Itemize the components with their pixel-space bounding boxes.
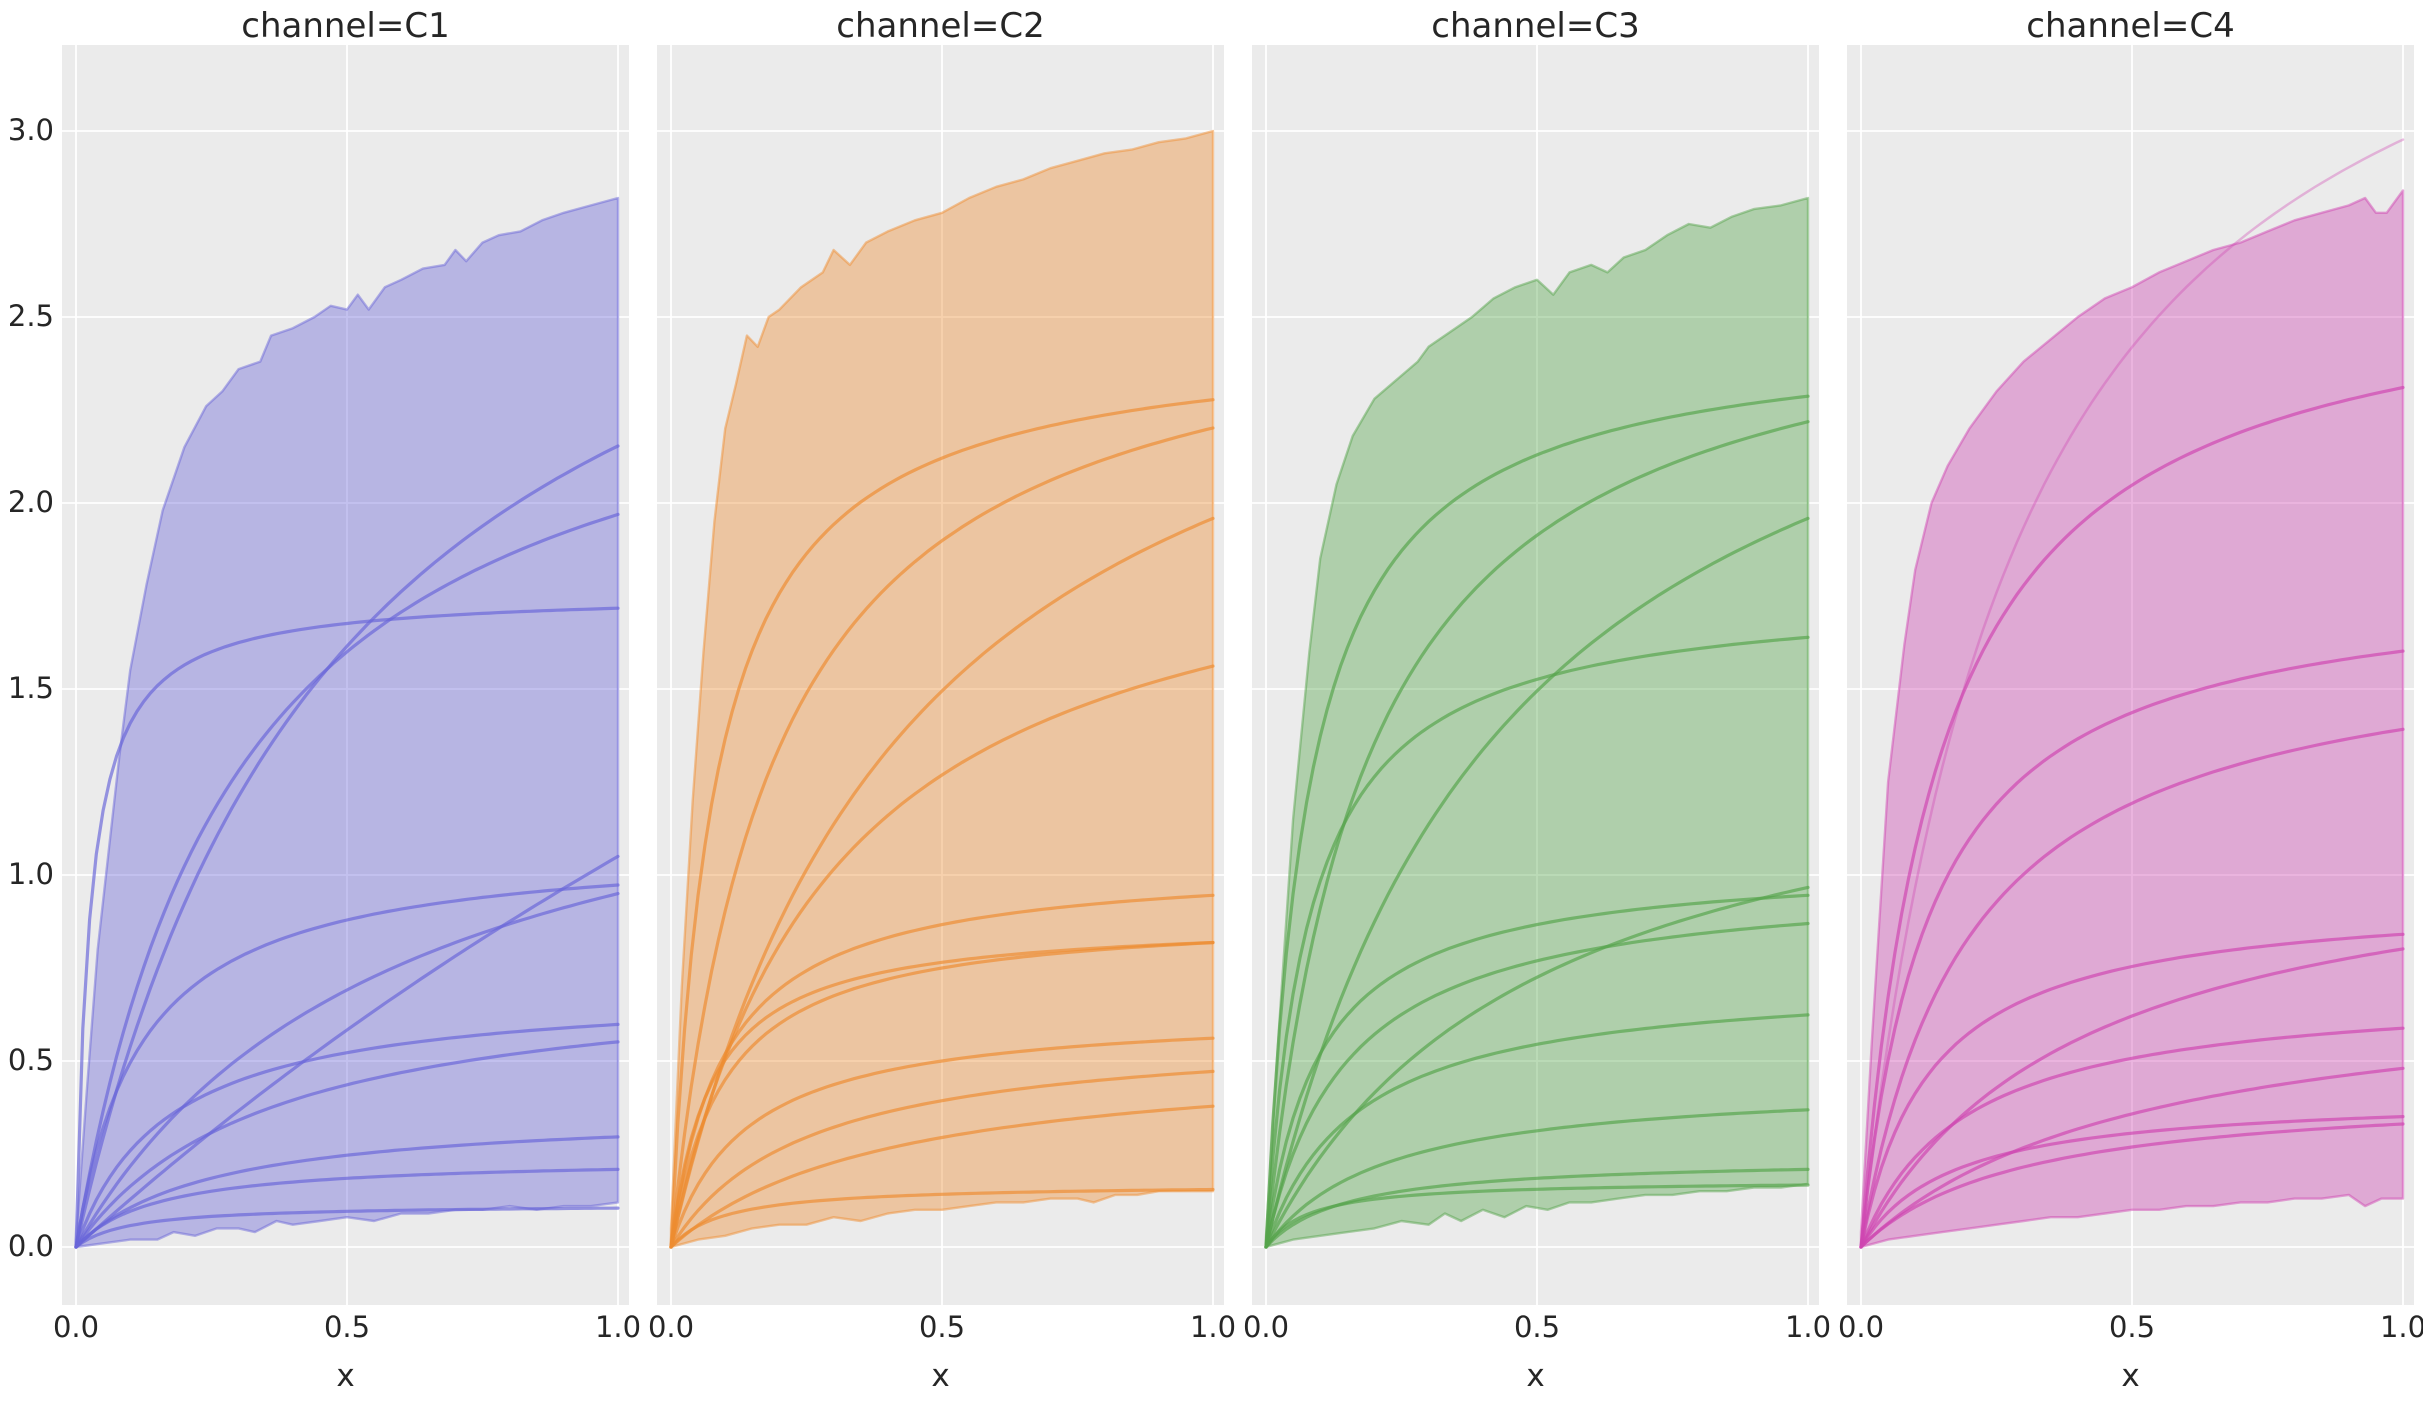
saturation-curve [1264, 635, 1810, 1249]
ytick-2.5: 2.5 [7, 299, 54, 333]
saturation-curve [1859, 649, 2405, 1249]
saturation-curve [1264, 394, 1810, 1249]
saturation-curve [1859, 1122, 2405, 1249]
panel-c2-xlabel: x [931, 1358, 950, 1394]
facet-panel-c2: channel=C2 0.0 0.5 1.0 x [648, 0, 1236, 1423]
saturation-curve [669, 1104, 1215, 1249]
panel-c4-plot [1847, 45, 2414, 1305]
saturation-curve [74, 1206, 620, 1249]
panel-c4-xtick-1.0: 1.0 [2379, 1310, 2423, 1344]
saturation-curve [669, 664, 1215, 1249]
saturation-curve [1859, 1115, 2405, 1249]
panel-c3-xtick-1.0: 1.0 [1784, 1310, 1832, 1344]
saturation-curve [1264, 516, 1810, 1249]
ytick-2.0: 2.0 [7, 485, 54, 519]
saturation-curve [1264, 1013, 1810, 1249]
saturation-curve [669, 426, 1215, 1249]
saturation-curve [74, 1167, 620, 1249]
panel-c4-xtick-0.0: 0.0 [1837, 1310, 1885, 1344]
plot-background [657, 45, 1224, 1305]
ytick-0.0: 0.0 [7, 1229, 54, 1263]
facet-panel-c1: channel=C1 0.0 0.5 1.0 x [53, 0, 641, 1423]
saturation-curve [1264, 893, 1810, 1249]
envelope-band [74, 196, 620, 1249]
saturation-curve [74, 854, 620, 1249]
panel-c2-xtick-0.0: 0.0 [647, 1310, 695, 1344]
facet-panel-c3: channel=C3 0.0 0.5 1.0 x [1243, 0, 1831, 1423]
facet-panel-c4: channel=C4 0.0 0.5 1.0 x [1838, 0, 2423, 1423]
saturation-curve [74, 1022, 620, 1249]
saturation-curve [1859, 1066, 2405, 1249]
saturation-curve [669, 1187, 1215, 1249]
panel-c3-xtick-0.5: 0.5 [1513, 1310, 1561, 1344]
panel-c2-plot [657, 45, 1224, 1305]
plot-background [1252, 45, 1819, 1305]
panel-title-c4: channel=C4 [2026, 6, 2235, 46]
saturation-curve [74, 606, 620, 1249]
panel-c1-xtick-0.5: 0.5 [323, 1310, 371, 1344]
saturation-curve [74, 892, 620, 1249]
panel-c3-plot [1252, 45, 1819, 1305]
saturation-curve [1859, 727, 2405, 1249]
plot-background [62, 45, 629, 1305]
panel-title-c1: channel=C1 [241, 6, 450, 46]
panel-c4-xlabel: x [2121, 1358, 2140, 1394]
panel-c3-xlabel: x [1526, 1358, 1545, 1394]
saturation-curve [1264, 1183, 1810, 1249]
saturation-curve [74, 883, 620, 1249]
panel-title-c2: channel=C2 [836, 6, 1045, 46]
panel-c1-xlabel: x [336, 1358, 355, 1394]
saturation-curve [669, 516, 1215, 1249]
saturation-curve [1264, 1108, 1810, 1249]
panel-c1-xtick-0.0: 0.0 [52, 1310, 100, 1344]
panel-c2-xtick-1.0: 1.0 [1189, 1310, 1237, 1344]
saturation-curve [1264, 1167, 1810, 1249]
envelope-band [1264, 196, 1810, 1249]
envelope-band [1859, 189, 2405, 1249]
ytick-3.0: 3.0 [7, 113, 54, 147]
panel-c1-plot [62, 45, 629, 1305]
plot-background [1847, 45, 2414, 1305]
saturation-curve [74, 512, 620, 1249]
saturation-curve [1859, 1026, 2405, 1249]
panel-c1-xtick-1.0: 1.0 [594, 1310, 642, 1344]
saturation-curve [1264, 420, 1810, 1249]
panel-title-c3: channel=C3 [1431, 6, 1640, 46]
ytick-0.5: 0.5 [7, 1043, 54, 1077]
saturation-curve [669, 398, 1215, 1249]
ytick-1.0: 1.0 [7, 857, 54, 891]
panel-c2-xtick-0.5: 0.5 [918, 1310, 966, 1344]
saturation-curve [74, 1040, 620, 1249]
saturation-curve [669, 1036, 1215, 1249]
saturation-curve [74, 1135, 620, 1249]
saturation-curve [1264, 921, 1810, 1249]
ytick-1.5: 1.5 [7, 671, 54, 705]
saturation-curve [669, 940, 1215, 1249]
saturation-curve [669, 893, 1215, 1249]
saturation-curve [1859, 385, 2405, 1249]
saturation-curve [1859, 138, 2405, 1249]
panel-c4-xtick-0.5: 0.5 [2108, 1310, 2156, 1344]
saturation-curve [74, 444, 620, 1249]
saturation-curve [669, 1069, 1215, 1249]
saturation-curve [1859, 932, 2405, 1249]
panel-c3-xtick-0.0: 0.0 [1242, 1310, 1290, 1344]
